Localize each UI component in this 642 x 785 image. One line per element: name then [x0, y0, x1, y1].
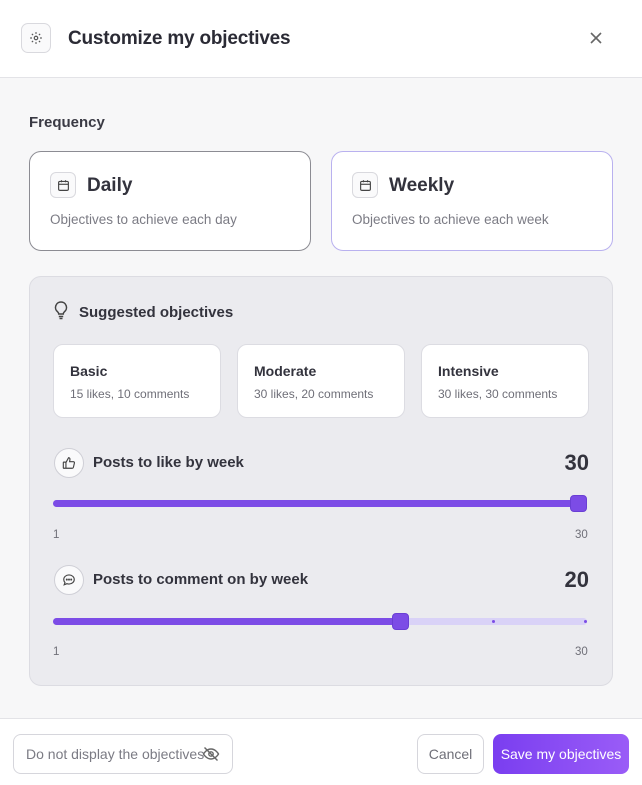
preset-name: Basic	[70, 363, 108, 379]
comments-slider-fill	[53, 618, 401, 625]
hide-objectives-button[interactable]: Do not display the objectives	[13, 734, 233, 774]
lightbulb-icon	[52, 300, 70, 325]
close-icon	[590, 32, 602, 44]
likes-slider-value: 30	[564, 450, 589, 475]
comments-slider-value: 20	[564, 567, 589, 592]
dialog-header: Customize my objectives	[0, 0, 642, 78]
suggested-objectives-label: Suggested objectives	[79, 303, 234, 321]
calendar-icon	[352, 172, 378, 198]
frequency-option-weekly[interactable]: Weekly Objectives to achieve each week	[331, 151, 613, 251]
frequency-option-description: Objectives to achieve each day	[50, 212, 237, 227]
comments-slider[interactable]	[53, 613, 587, 630]
suggested-objectives-header: Suggested objectives	[52, 300, 234, 325]
comments-slider-marker	[584, 620, 587, 623]
preset-name: Intensive	[438, 363, 499, 379]
likes-slider[interactable]	[53, 495, 587, 512]
preset-moderate[interactable]: Moderate 30 likes, 20 comments	[237, 344, 405, 418]
comments-slider-label: Posts to comment on by week	[93, 571, 309, 588]
comments-slider-min: 1	[53, 646, 60, 658]
likes-slider-min: 1	[53, 529, 60, 541]
frequency-label: Frequency	[29, 114, 105, 131]
cancel-button[interactable]: Cancel	[417, 734, 484, 774]
save-objectives-button[interactable]: Save my objectives	[493, 734, 629, 774]
preset-intensive[interactable]: Intensive 30 likes, 30 comments	[421, 344, 589, 418]
comments-slider-max: 30	[575, 646, 588, 658]
preset-basic[interactable]: Basic 15 likes, 10 comments	[53, 344, 221, 418]
preset-name: Moderate	[254, 363, 317, 379]
frequency-option-title: Weekly	[389, 175, 455, 196]
likes-slider-fill	[53, 500, 579, 507]
close-button[interactable]	[584, 26, 608, 50]
preset-description: 30 likes, 20 comments	[254, 387, 374, 401]
preset-description: 15 likes, 10 comments	[70, 387, 190, 401]
dialog-title: Customize my objectives	[68, 28, 291, 49]
eye-off-icon	[202, 746, 220, 767]
preset-description: 30 likes, 30 comments	[438, 387, 558, 401]
frequency-option-daily[interactable]: Daily Objectives to achieve each day	[29, 151, 311, 251]
likes-slider-label: Posts to like by week	[93, 454, 244, 471]
frequency-option-title: Daily	[87, 175, 133, 196]
gear-icon	[21, 23, 51, 53]
hide-objectives-label: Do not display the objectives	[26, 746, 205, 762]
thumbs-up-icon	[54, 448, 84, 478]
comments-slider-marker	[492, 620, 495, 623]
calendar-icon	[50, 172, 76, 198]
likes-slider-thumb[interactable]	[570, 495, 587, 512]
likes-slider-max: 30	[575, 529, 588, 541]
frequency-option-description: Objectives to achieve each week	[352, 212, 549, 227]
comment-icon	[54, 565, 84, 595]
comments-slider-thumb[interactable]	[392, 613, 409, 630]
